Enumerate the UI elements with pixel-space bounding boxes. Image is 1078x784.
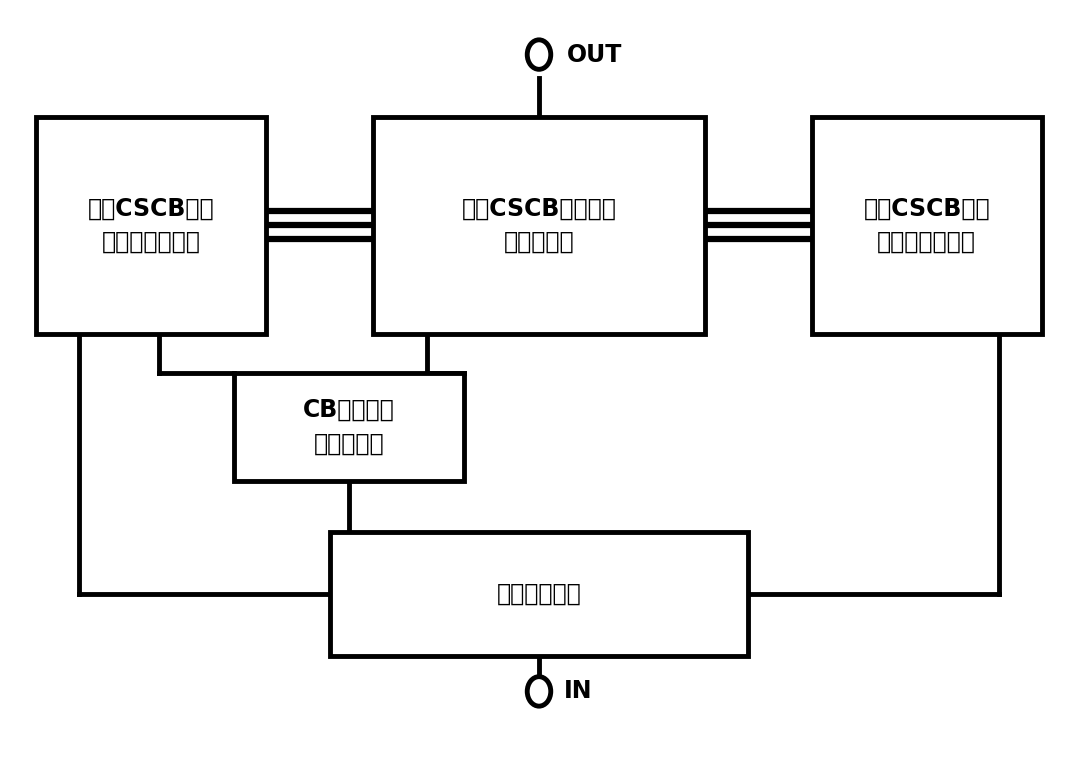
Text: 输入隔直网络: 输入隔直网络 — [497, 582, 581, 606]
Ellipse shape — [527, 677, 551, 706]
Text: 第二CSCB分布
式功率放大网络: 第二CSCB分布 式功率放大网络 — [863, 197, 990, 254]
Bar — [373, 117, 705, 334]
Bar — [331, 532, 747, 655]
Bar — [37, 117, 266, 334]
Text: 输出CSCB人工传输
线合成网络: 输出CSCB人工传输 线合成网络 — [461, 197, 617, 254]
Text: CB放大器线
性偏置网络: CB放大器线 性偏置网络 — [303, 398, 395, 456]
Bar — [234, 372, 465, 481]
Text: OUT: OUT — [567, 42, 622, 67]
Bar — [812, 117, 1041, 334]
Text: IN: IN — [564, 680, 592, 703]
Ellipse shape — [527, 40, 551, 69]
Text: 第一CSCB分布
式功率放大网络: 第一CSCB分布 式功率放大网络 — [88, 197, 215, 254]
